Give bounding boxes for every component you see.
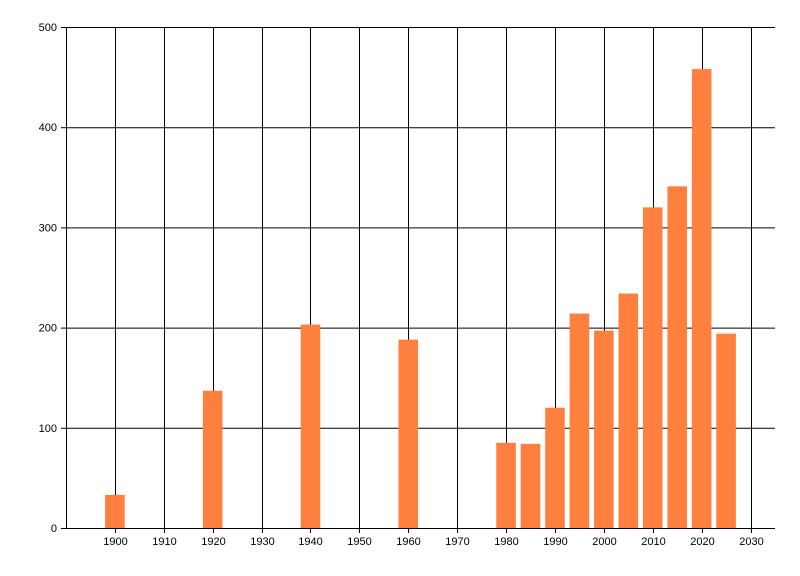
y-tick-label: 500 <box>39 22 57 34</box>
x-tick-label: 1900 <box>103 536 127 548</box>
x-tick-label: 1950 <box>347 536 371 548</box>
x-tick-label: 1930 <box>250 536 274 548</box>
bar <box>398 339 419 528</box>
bar <box>667 186 687 528</box>
x-tick-label: 1980 <box>494 536 518 548</box>
x-tick-label: 2000 <box>592 536 616 548</box>
x-tick-label: 1940 <box>298 536 322 548</box>
tick-labels: 0 100 200 300 400 500 1900 1910 1920 1930 1940 1950… <box>39 22 764 548</box>
bar <box>496 442 516 528</box>
bar <box>202 390 223 528</box>
x-tick-label: 1960 <box>396 536 420 548</box>
bars <box>105 69 736 529</box>
y-tick-label: 300 <box>39 222 57 234</box>
bar <box>716 333 736 528</box>
bar <box>105 494 125 528</box>
bar <box>300 324 321 528</box>
axes <box>61 27 775 533</box>
bar <box>545 407 565 528</box>
x-tick-label: 1910 <box>152 536 176 548</box>
bar <box>642 207 663 529</box>
bar <box>618 293 639 528</box>
bar <box>691 69 712 529</box>
y-tick-label: 400 <box>39 122 57 134</box>
x-tick-label: 2020 <box>690 536 714 548</box>
bar <box>569 313 590 528</box>
x-tick-label: 1990 <box>543 536 567 548</box>
bar <box>520 443 541 528</box>
y-tick-label: 200 <box>39 323 57 335</box>
x-tick-label: 1920 <box>201 536 225 548</box>
x-tick-label: 2030 <box>739 536 763 548</box>
x-tick-label: 2010 <box>641 536 665 548</box>
x-tick-label: 1970 <box>445 536 469 548</box>
y-tick-label: 0 <box>51 523 57 535</box>
bar <box>594 330 614 528</box>
y-tick-label: 100 <box>39 423 57 435</box>
